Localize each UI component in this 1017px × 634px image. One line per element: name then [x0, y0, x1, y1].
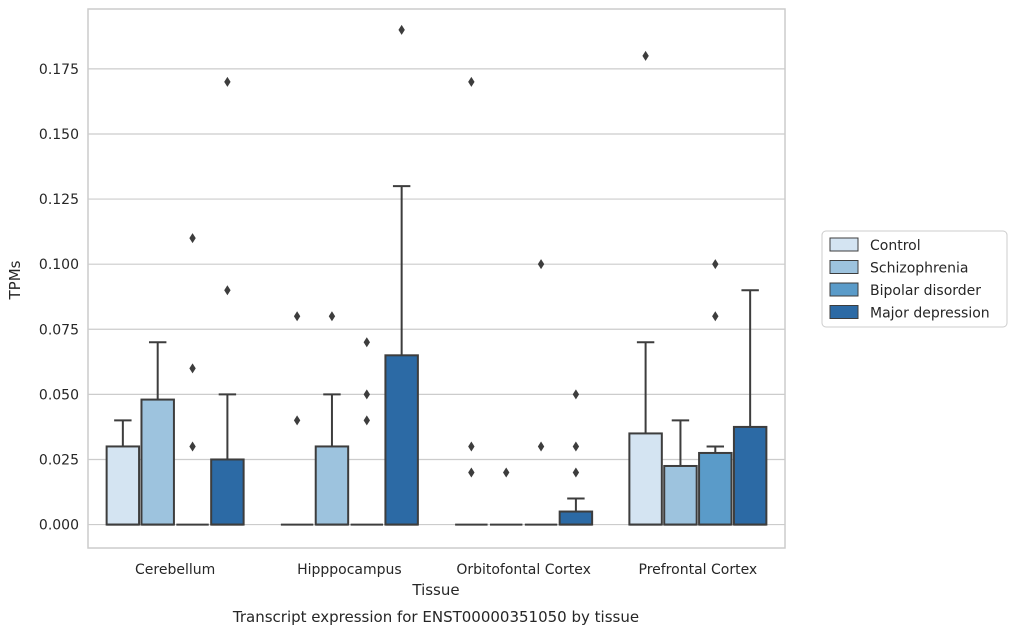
- y-axis-label: TPMs: [6, 260, 24, 300]
- outlier-marker: [293, 311, 301, 322]
- y-tick-label: 0.125: [39, 192, 79, 208]
- outlier-marker: [363, 415, 370, 426]
- box-body: [558, 510, 594, 526]
- outlier-marker: [572, 441, 580, 452]
- outlier-marker: [468, 76, 475, 87]
- plot-background: [88, 9, 785, 548]
- outlier-marker: [328, 311, 336, 322]
- legend-label: Schizophrenia: [870, 261, 968, 277]
- legend-swatch: [829, 282, 859, 297]
- plot-frame: [87, 8, 786, 549]
- y-tick-label: 0.175: [39, 62, 79, 78]
- x-tick-label: Prefrontal Cortex: [639, 562, 758, 578]
- box-0-0: [105, 419, 141, 526]
- y-tick-labels: 0.000 0.025 0.050 0.075 0.100 0.125 0.150 0.175: [39, 62, 79, 534]
- x-axis-label: Tissue: [411, 581, 459, 599]
- y-tick-label: 0.150: [39, 127, 79, 143]
- legend-frame: [821, 230, 1008, 328]
- box-2-3: [558, 389, 594, 526]
- outlier-marker: [537, 259, 545, 270]
- box-2-0: [455, 76, 488, 526]
- legend-swatch: [829, 237, 859, 252]
- box-body: [732, 425, 768, 526]
- outlier-marker: [189, 233, 196, 244]
- legend-label: Bipolar disorder: [870, 283, 981, 299]
- box-series: [105, 24, 768, 526]
- box-1-3: [384, 24, 419, 526]
- outlier-marker: [503, 467, 510, 478]
- box-2-1: [489, 467, 523, 526]
- legend-swatch: [829, 305, 859, 319]
- outlier-marker: [537, 441, 545, 452]
- legend-label: Major depression: [870, 306, 990, 322]
- outlier-marker: [712, 311, 719, 322]
- box-1-1: [314, 311, 350, 526]
- outlier-marker: [642, 50, 649, 61]
- y-tick-label: 0.075: [39, 322, 79, 338]
- outlier-marker: [398, 24, 405, 35]
- x-tick-label: Orbitofontal Cortex: [456, 562, 591, 578]
- outlier-marker: [224, 76, 231, 87]
- outlier-marker: [363, 337, 370, 348]
- box-0-2: [176, 233, 209, 526]
- outlier-marker: [363, 389, 370, 400]
- legend-swatch: [829, 260, 859, 274]
- outlier-marker: [468, 467, 475, 478]
- box-0-1: [140, 341, 175, 526]
- box-body: [698, 451, 733, 526]
- box-1-2: [350, 337, 384, 526]
- outlier-marker: [468, 441, 475, 452]
- box-0-3: [210, 76, 245, 526]
- legend-label: Control: [870, 238, 921, 254]
- y-tick-label: 0.050: [39, 387, 79, 403]
- box-2-2: [524, 259, 558, 526]
- box-3-2: [698, 259, 733, 526]
- box-body: [105, 445, 141, 526]
- box-body: [384, 354, 419, 526]
- box-body: [314, 445, 350, 526]
- box-body: [628, 432, 663, 526]
- box-3-0: [628, 50, 663, 526]
- outlier-marker: [189, 363, 196, 374]
- x-tick-label: Cerebellum: [135, 562, 215, 578]
- outlier-marker: [572, 389, 580, 400]
- x-tick-labels: Cerebellum Hipppocampus Orbitofontal Corte…: [135, 562, 757, 578]
- box-3-1: [663, 419, 698, 526]
- outlier-marker: [293, 415, 301, 426]
- chart-caption: Transcript expression for ENST0000035105…: [232, 608, 639, 626]
- box-body: [663, 464, 698, 526]
- legend: Control Schizophrenia Bipolar disorder Majo…: [821, 230, 1008, 328]
- outlier-marker: [189, 441, 196, 452]
- x-tick-label: Hipppocampus: [297, 562, 402, 578]
- outlier-marker: [572, 467, 580, 478]
- y-tick-label: 0.025: [39, 452, 79, 468]
- box-3-3: [732, 289, 768, 526]
- outlier-marker: [224, 285, 231, 296]
- y-tick-label: 0.100: [39, 257, 79, 273]
- y-tick-label: 0.000: [39, 518, 79, 534]
- outlier-marker: [712, 259, 719, 270]
- box-body: [140, 398, 175, 526]
- box-1-0: [280, 311, 314, 526]
- box-body: [210, 458, 245, 526]
